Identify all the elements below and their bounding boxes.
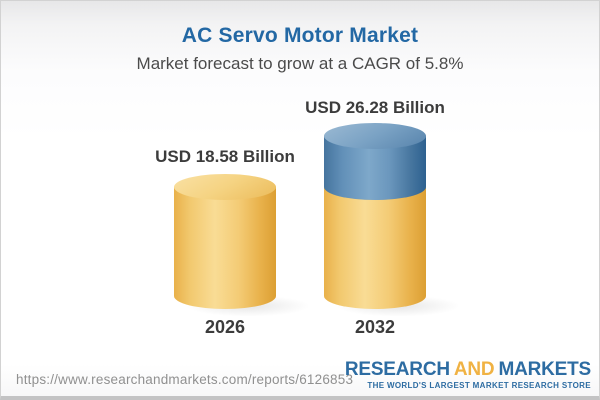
cylinder-2026-body: [174, 186, 276, 309]
page-subtitle: Market forecast to grow at a CAGR of 5.8…: [136, 54, 464, 73]
cylinder-2026-top-ellipse: [174, 173, 276, 200]
page-title: AC Servo Motor Market: [181, 24, 419, 47]
research-and-markets-logo: RESEARCH AND MARKETS THE WORLD'S LARGEST M…: [345, 359, 591, 390]
cylinder-2032-base-segment: [324, 186, 426, 309]
logo-tagline: THE WORLD'S LARGEST MARKET RESEARCH STOR…: [367, 381, 591, 390]
logo-word-research: RESEARCH: [344, 359, 450, 380]
value-label-2032: USD 26.28 Billion: [305, 98, 445, 117]
category-label-2032: 2032: [354, 317, 396, 337]
report-url: https://www.researchandmarkets.com/repor…: [16, 372, 354, 387]
category-label-2026: 2026: [204, 317, 246, 337]
cylinder-2032-growth-top-ellipse: [324, 122, 426, 149]
logo-wordmark: RESEARCH AND MARKETS: [345, 359, 591, 380]
logo-word-and: AND: [453, 359, 495, 380]
logo-word-markets: MARKETS: [498, 359, 591, 380]
value-label-2026: USD 18.58 Billion: [155, 147, 295, 166]
